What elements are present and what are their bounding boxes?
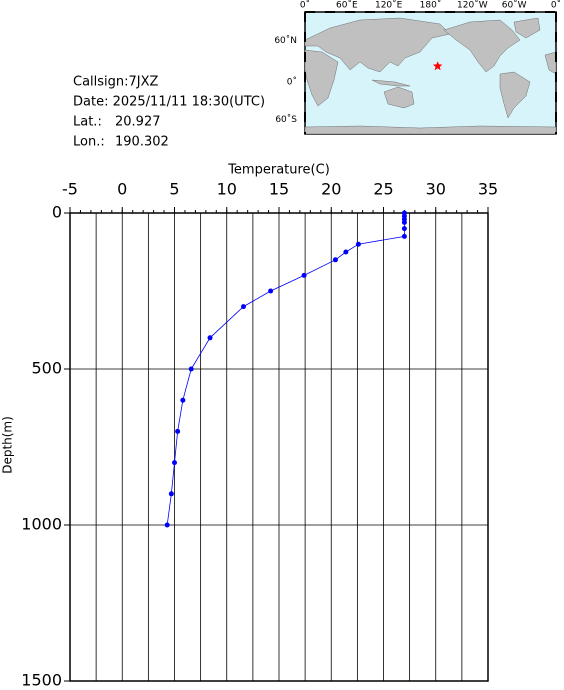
map-lat-label: 0˚	[287, 77, 297, 88]
world-map	[304, 11, 557, 135]
x-tick-label: -5	[62, 180, 78, 199]
x-tick-label: 10	[217, 180, 237, 199]
profile-point	[168, 491, 174, 497]
profile-point	[401, 226, 407, 232]
x-tick-label: 20	[321, 180, 341, 199]
profile-point	[301, 272, 307, 278]
eurasia	[304, 17, 451, 73]
y-tick-label: 0	[52, 203, 62, 222]
x-tick-label: 25	[373, 180, 393, 199]
y-tick-label: 1500	[21, 671, 62, 690]
map-lon-label: 60˚W	[502, 0, 527, 11]
map-lon-label: 60˚E	[336, 0, 358, 11]
x-tick-label: 30	[426, 180, 446, 199]
x-tick-label: 15	[269, 180, 289, 199]
x-tick-label: 5	[169, 180, 179, 199]
profile-point	[207, 335, 213, 341]
south-america	[499, 71, 531, 119]
lon-label: Lon.:	[73, 135, 105, 150]
date: Date: 2025/11/11 18:30(UTC)	[73, 95, 265, 110]
map-lon-label: 0˚	[551, 0, 561, 11]
profile-point	[180, 397, 186, 403]
profile-point	[355, 241, 361, 247]
x-axis-label: Temperature(C)	[227, 163, 330, 178]
map-lon-label: 120˚E	[375, 0, 403, 11]
x-tick-label: 35	[478, 180, 498, 199]
y-tick-label: 500	[31, 359, 62, 378]
profile-point	[401, 219, 407, 225]
profile-point	[188, 366, 194, 372]
map-lat-label: 60˚S	[275, 114, 297, 125]
australia	[383, 86, 415, 109]
profile-point	[268, 288, 274, 294]
profile-point	[240, 304, 246, 310]
station-marker	[432, 61, 443, 71]
x-tick-label: 0	[117, 180, 127, 199]
lon-value: 190.302	[115, 135, 169, 150]
map-lon-label: 120˚W	[457, 0, 488, 11]
lat-value: 20.927	[115, 115, 161, 130]
indonesia	[371, 79, 411, 87]
map-lat-label: 60˚N	[274, 35, 297, 46]
profile-point	[332, 257, 338, 263]
profile-point	[164, 522, 170, 528]
callsign: Callsign:7JXZ	[73, 75, 159, 90]
greenland	[513, 17, 541, 39]
profile-point	[172, 460, 177, 466]
profile-point	[175, 428, 181, 434]
north-america	[443, 19, 521, 73]
profile-point	[343, 249, 349, 255]
antarctica	[304, 125, 557, 135]
profile-point	[401, 233, 407, 239]
y-tick-label: 1000	[21, 515, 62, 534]
y-axis-label: Depth(m)	[1, 416, 15, 474]
map-lon-label: 0˚	[300, 0, 310, 11]
lat-label: Lat.:	[73, 115, 102, 130]
map-lon-label: 180˚	[420, 0, 442, 11]
